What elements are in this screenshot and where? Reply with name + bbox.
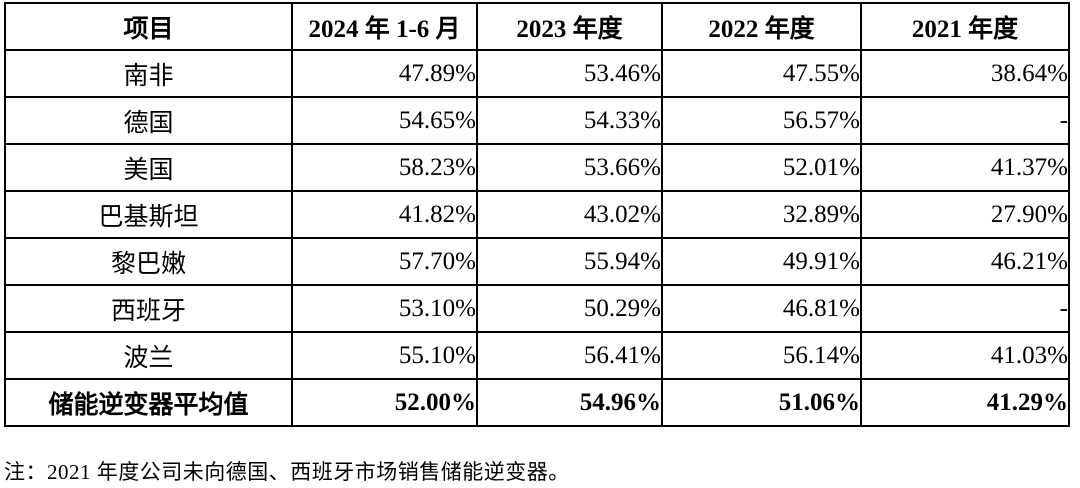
value-2023: 54.96%	[476, 378, 663, 427]
value-2024h1: 58.23%	[291, 143, 478, 192]
margin-by-market-table: 项目 2024 年 1-6 月 2023 年度 2022 年度 2021 年度 …	[4, 2, 1070, 427]
value-2022: 56.57%	[661, 96, 862, 145]
value-2024h1: 41.82%	[291, 190, 478, 239]
value-2024h1: 57.70%	[291, 237, 478, 286]
value-2023: 43.02%	[476, 190, 663, 239]
header-2022: 2022 年度	[661, 2, 862, 51]
header-2023: 2023 年度	[476, 2, 663, 51]
row-label: 德国	[4, 96, 293, 145]
value-2023: 50.29%	[476, 284, 663, 333]
value-2024h1: 53.10%	[291, 284, 478, 333]
table-header-row: 项目 2024 年 1-6 月 2023 年度 2022 年度 2021 年度	[4, 2, 1070, 51]
value-2023: 53.66%	[476, 143, 663, 192]
value-2021: 27.90%	[860, 190, 1070, 239]
value-2022: 46.81%	[661, 284, 862, 333]
value-2022: 47.55%	[661, 49, 862, 98]
table-row-pakistan: 巴基斯坦 41.82% 43.02% 32.89% 27.90%	[4, 190, 1070, 239]
table-row-usa: 美国 58.23% 53.66% 52.01% 41.37%	[4, 143, 1070, 192]
value-2024h1: 52.00%	[291, 378, 478, 427]
value-2022: 51.06%	[661, 378, 862, 427]
row-label: 黎巴嫩	[4, 237, 293, 286]
value-2021: -	[860, 284, 1070, 333]
value-2021: 41.29%	[860, 378, 1070, 427]
value-2021: 46.21%	[860, 237, 1070, 286]
footnote-text: 注：2021 年度公司未向德国、西班牙市场销售储能逆变器。	[4, 460, 570, 484]
row-label: 美国	[4, 143, 293, 192]
row-label: 南非	[4, 49, 293, 98]
row-label: 巴基斯坦	[4, 190, 293, 239]
value-2023: 55.94%	[476, 237, 663, 286]
value-2022: 52.01%	[661, 143, 862, 192]
value-2021: 41.37%	[860, 143, 1070, 192]
value-2022: 49.91%	[661, 237, 862, 286]
header-2021: 2021 年度	[860, 2, 1070, 51]
value-2022: 32.89%	[661, 190, 862, 239]
table-row-south-africa: 南非 47.89% 53.46% 47.55% 38.64%	[4, 49, 1070, 98]
value-2021: -	[860, 96, 1070, 145]
value-2024h1: 55.10%	[291, 331, 478, 380]
table-row-spain: 西班牙 53.10% 50.29% 46.81% -	[4, 284, 1070, 333]
value-2023: 53.46%	[476, 49, 663, 98]
value-2023: 54.33%	[476, 96, 663, 145]
table-row-poland: 波兰 55.10% 56.41% 56.14% 41.03%	[4, 331, 1070, 380]
row-label: 储能逆变器平均值	[4, 378, 293, 427]
value-2023: 56.41%	[476, 331, 663, 380]
header-2024h1: 2024 年 1-6 月	[291, 2, 478, 51]
header-item: 项目	[4, 2, 293, 51]
value-2021: 38.64%	[860, 49, 1070, 98]
row-label: 波兰	[4, 331, 293, 380]
row-label: 西班牙	[4, 284, 293, 333]
value-2022: 56.14%	[661, 331, 862, 380]
value-2021: 41.03%	[860, 331, 1070, 380]
table-row-germany: 德国 54.65% 54.33% 56.57% -	[4, 96, 1070, 145]
value-2024h1: 47.89%	[291, 49, 478, 98]
table-row-storage-inverter-average: 储能逆变器平均值 52.00% 54.96% 51.06% 41.29%	[4, 378, 1070, 427]
table-row-lebanon: 黎巴嫩 57.70% 55.94% 49.91% 46.21%	[4, 237, 1070, 286]
value-2024h1: 54.65%	[291, 96, 478, 145]
